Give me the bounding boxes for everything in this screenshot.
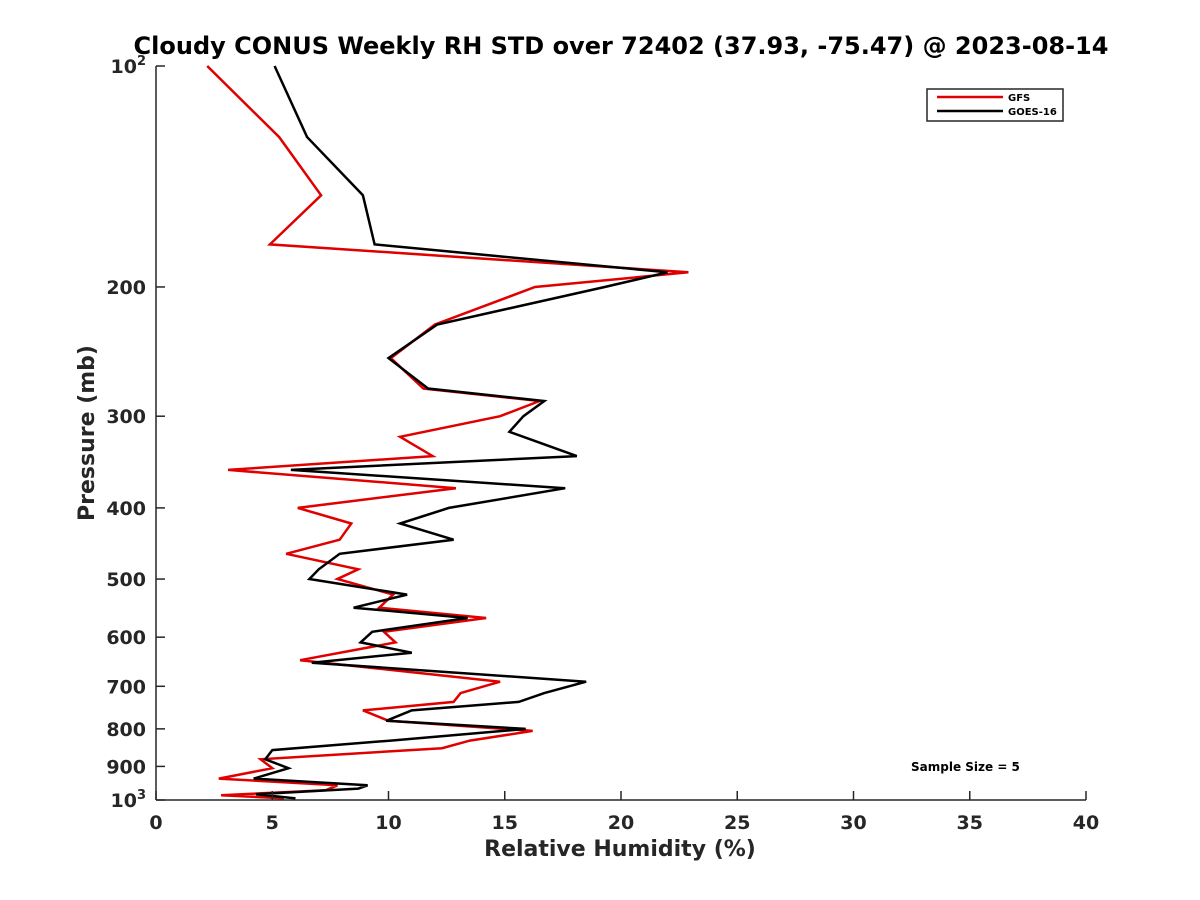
legend-label-goes16: GOES-16 [1008,107,1057,118]
y-tick-label: 300 [106,406,146,428]
x-tick-label: 0 [149,812,162,834]
y-axis: 102 200 300 400 500 600 700 800 900 103 [106,54,165,812]
y-tick-label: 200 [106,277,146,299]
series-line-goes16 [253,65,668,800]
y-axis-label: Pressure (mb) [75,345,100,521]
y-tick-label: 900 [106,756,146,778]
y-tick-label: 700 [106,676,146,698]
x-axis-label: Relative Humidity (%) [484,837,756,862]
plot-area [206,65,689,800]
y-tick-label: 400 [106,498,146,520]
sample-size-annotation: Sample Size = 5 [911,760,1020,774]
x-axis: 0 5 10 15 20 25 30 35 40 [149,791,1099,834]
y-tick-label: 600 [106,627,146,649]
x-tick-label: 5 [266,812,279,834]
x-tick-label: 10 [375,812,401,834]
x-tick-label: 20 [608,812,634,834]
y-tick-label: 103 [111,788,147,812]
y-tick-label: 102 [111,54,147,78]
series-line-gfs [206,65,689,800]
x-tick-label: 40 [1073,812,1099,834]
chart-title: Cloudy CONUS Weekly RH STD over 72402 (3… [134,32,1109,60]
y-tick-label: 500 [106,569,146,591]
legend-box [926,88,1064,122]
legend: GFS GOES-16 [926,88,1064,122]
y-tick-label: 800 [106,719,146,741]
x-tick-label: 25 [724,812,750,834]
x-tick-label: 15 [492,812,518,834]
x-tick-label: 35 [957,812,983,834]
legend-label-gfs: GFS [1008,93,1030,104]
x-tick-label: 30 [840,812,866,834]
